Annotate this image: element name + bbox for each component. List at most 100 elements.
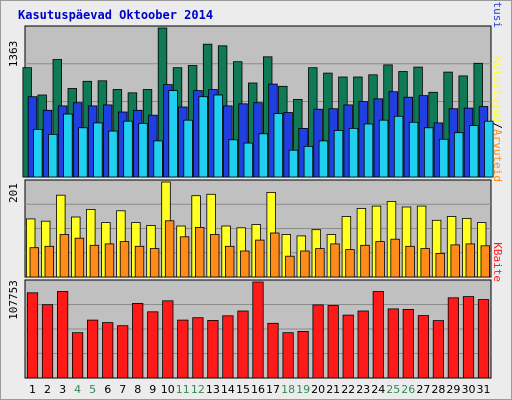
- x-tick-label-31: 31: [477, 383, 491, 396]
- bar-faile-day-10: [168, 90, 178, 178]
- bar-arvuteid-day-10: [164, 220, 175, 278]
- bar-faile-day-15: [243, 142, 254, 178]
- x-tick-label-18: 18: [281, 383, 295, 396]
- legend-part-2-2: /: [491, 122, 504, 129]
- bar-faile-day-21: [333, 130, 344, 178]
- bar-kbaite-day-12: [192, 317, 204, 379]
- bar-arvuteid-day-22: [345, 249, 355, 278]
- bar-faile-day-1: [33, 128, 43, 178]
- bar-arvuteid-day-12: [194, 226, 205, 278]
- x-tick-label-2: 2: [44, 383, 51, 396]
- bar-arvuteid-day-1: [29, 247, 40, 278]
- bar-arvuteid-day-24: [375, 241, 385, 278]
- legend-label-3: KBaite: [491, 242, 504, 282]
- bar-kbaite-day-28: [432, 320, 445, 379]
- bar-faile-day-27: [423, 127, 434, 178]
- bar-arvuteid-day-15: [240, 250, 250, 278]
- bar-faile-day-12: [198, 96, 208, 178]
- x-tick-label-28: 28: [431, 383, 445, 396]
- x-tick-label-29: 29: [446, 383, 460, 396]
- x-tick-label-15: 15: [236, 383, 250, 396]
- x-tick-label-26: 26: [401, 383, 415, 396]
- bar-faile-day-22: [348, 127, 359, 178]
- bar-kbaite-day-18: [282, 332, 294, 379]
- bar-kbaite-day-2: [41, 304, 54, 379]
- x-tick-label-19: 19: [296, 383, 310, 396]
- bar-arvuteid-day-23: [360, 244, 370, 278]
- ymax-label-1: 1363: [7, 41, 20, 68]
- legend-part-1-7: Külastusi: [491, 0, 504, 28]
- bar-arvuteid-day-25: [390, 238, 400, 278]
- x-tick-label-8: 8: [134, 383, 141, 396]
- ymax-label-2: 201: [7, 183, 20, 203]
- bar-k-lastusi-day-18: [283, 112, 293, 178]
- x-tick-label-21: 21: [326, 383, 340, 396]
- x-tick-label-4: 4: [74, 383, 81, 396]
- bar-arvuteid-day-7: [119, 241, 130, 278]
- bar-faile-day-28: [438, 138, 449, 178]
- bar-arvuteid-day-26: [405, 245, 415, 278]
- bar-kbaite-day-1: [26, 292, 39, 379]
- bar-arvuteid-day-9: [149, 248, 160, 278]
- bar-kbaite-day-3: [57, 291, 69, 379]
- chart-panels: 1363Pöördumisi/Faile/Lehekülgi/Külastusi…: [7, 0, 504, 396]
- bar-arvuteid-day-28: [435, 252, 445, 278]
- x-tick-label-1: 1: [29, 383, 36, 396]
- bar-faile-day-26: [408, 121, 419, 178]
- bar-arvuteid-day-4: [74, 237, 85, 278]
- bar-faile-day-18: [288, 149, 299, 178]
- bar-kbaite-day-4: [72, 332, 84, 379]
- bar-faile-day-6: [108, 130, 118, 178]
- x-tick-label-6: 6: [104, 383, 111, 396]
- bar-arvuteid-day-3: [59, 234, 70, 278]
- bar-faile-day-4: [78, 127, 88, 178]
- bar-kbaite-day-29: [447, 297, 460, 379]
- x-tick-label-16: 16: [251, 383, 265, 396]
- bar-kbaite-day-23: [357, 310, 369, 379]
- bar-kbaite-day-24: [372, 291, 384, 379]
- x-tick-label-14: 14: [221, 383, 235, 396]
- x-tick-label-27: 27: [416, 383, 430, 396]
- bar-faile-day-23: [363, 123, 374, 178]
- bar-kbaite-day-11: [177, 319, 189, 379]
- x-tick-label-17: 17: [266, 383, 280, 396]
- bar-kbaite-day-6: [102, 322, 114, 379]
- bar-arvuteid-day-30: [465, 243, 476, 278]
- legend-part-3-1: KBaite: [491, 242, 504, 282]
- x-tick-label-25: 25: [386, 383, 400, 396]
- bar-kbaite-day-17: [267, 322, 279, 379]
- legend-part-2-1: Külastajad: [491, 56, 504, 122]
- bar-faile-day-14: [228, 139, 238, 178]
- chart-title: Kasutuspäevad Oktoober 2014: [18, 8, 214, 22]
- bar-kbaite-day-8: [132, 302, 144, 379]
- bar-faile-day-31: [484, 120, 494, 178]
- bar-faile-day-19: [303, 145, 314, 178]
- bar-arvuteid-day-27: [420, 248, 430, 278]
- bar-faile-day-3: [63, 113, 73, 178]
- bar-kbaite-day-13: [207, 319, 219, 379]
- bar-kbaite-day-21: [327, 305, 339, 379]
- bar-arvuteid-day-20: [315, 248, 325, 278]
- bar-faile-day-25: [393, 115, 404, 178]
- bar-arvuteid-day-2: [44, 245, 55, 278]
- bar-kbaite-day-30: [462, 296, 475, 379]
- bar-faile-day-9: [153, 140, 163, 178]
- legend-part-2-3: Arvuteid: [491, 129, 504, 182]
- bar-kbaite-day-10: [162, 300, 174, 379]
- bar-kbaite-day-22: [342, 314, 354, 379]
- bar-kbaite-day-16: [252, 281, 264, 379]
- bar-kbaite-day-15: [237, 310, 249, 379]
- bar-arvuteid-day-13: [209, 234, 220, 278]
- ymax-label-3: 107753: [7, 280, 20, 320]
- bar-arvuteid-day-6: [104, 243, 115, 278]
- x-tick-label-12: 12: [191, 383, 205, 396]
- bar-arvuteid-day-31: [480, 245, 491, 278]
- x-tick-label-13: 13: [206, 383, 220, 396]
- legend-label-2: Külastajad/Arvuteid: [491, 56, 504, 182]
- bar-k-lastusi-day-15: [238, 103, 248, 178]
- x-tick-label-3: 3: [59, 383, 66, 396]
- bar-arvuteid-day-8: [134, 245, 145, 278]
- bar-kbaite-day-31: [477, 299, 490, 379]
- bar-kbaite-day-25: [387, 308, 399, 379]
- bar-kbaite-day-20: [312, 304, 324, 379]
